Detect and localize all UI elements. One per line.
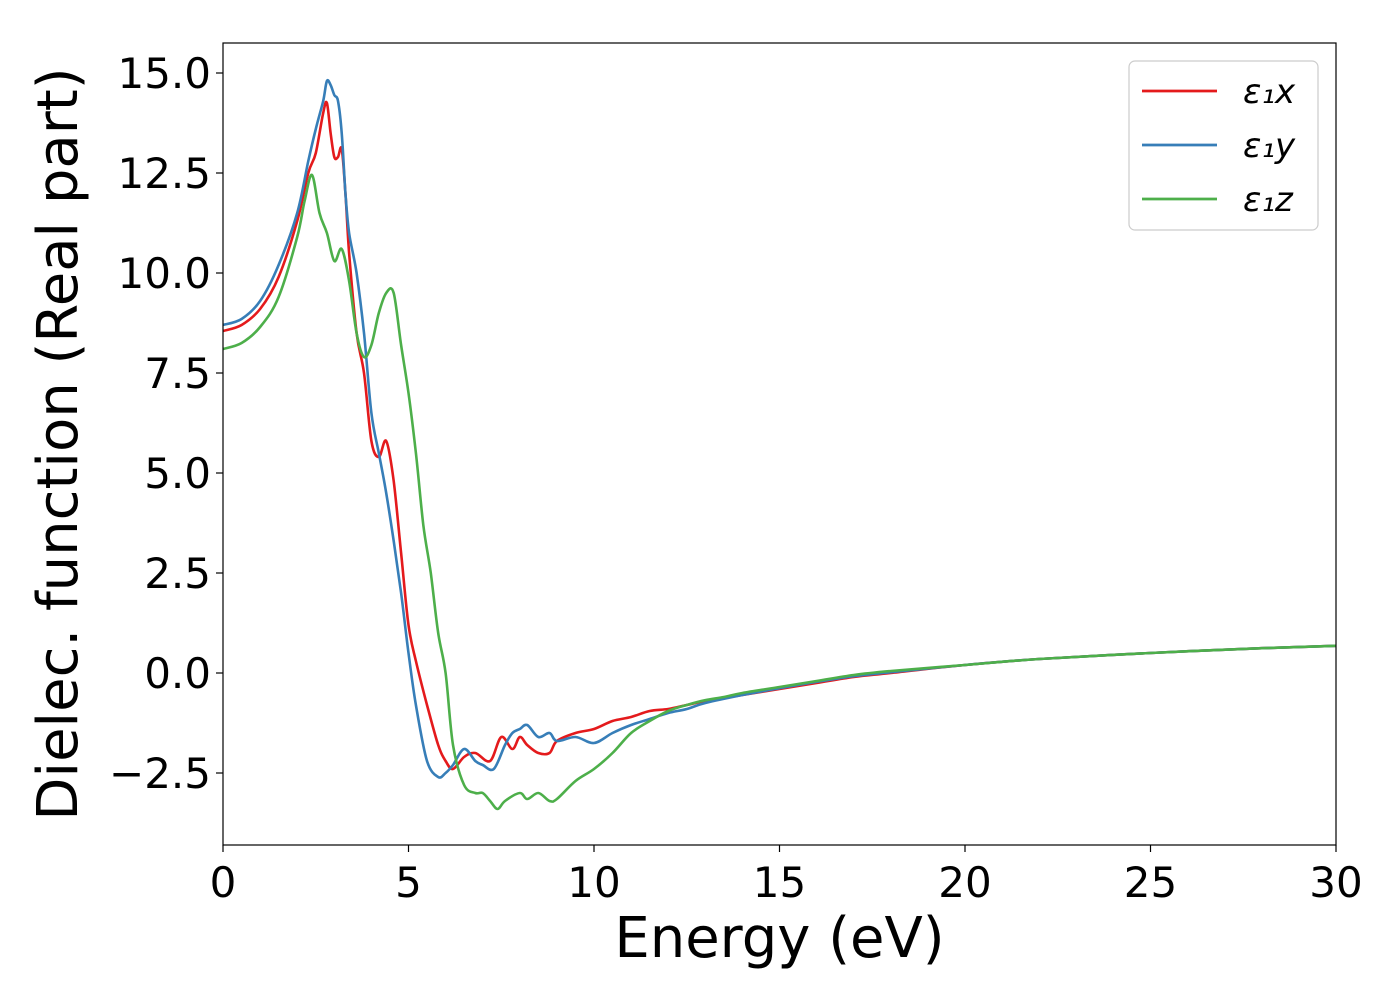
x-axis-title: Energy (eV) — [614, 906, 944, 971]
y-axis-title: Dielec. function (Real part) — [26, 67, 91, 820]
legend: ε₁x ε₁y ε₁z — [1128, 60, 1319, 231]
y-tick-label: 2.5 — [144, 549, 211, 598]
legend-label: ε₁x — [1243, 72, 1296, 112]
y-tick-label: −2.5 — [109, 749, 211, 798]
series-line-3 — [223, 173, 1336, 811]
legend-label: ε₁z — [1243, 180, 1294, 220]
legend-box — [1128, 60, 1319, 231]
y-tick-label: 12.5 — [117, 149, 211, 198]
y-tick-label: 5.0 — [144, 449, 211, 498]
y-tick-label: 15.0 — [117, 49, 211, 98]
y-axis: −2.5 0.0 2.5 5.0 7.5 10.0 12.5 15.0 — [109, 49, 223, 798]
series-layer — [223, 78, 1336, 811]
x-tick-label: 5 — [395, 858, 422, 907]
legend-label: ε₁y — [1243, 126, 1296, 166]
x-tick-label: 15 — [753, 858, 806, 907]
x-tick-label: 30 — [1309, 858, 1362, 907]
x-tick-label: 10 — [567, 858, 620, 907]
y-tick-label: 7.5 — [144, 349, 211, 398]
x-tick-label: 20 — [938, 858, 991, 907]
x-axis: 0 5 10 15 20 25 30 — [210, 845, 1363, 907]
y-tick-label: 0.0 — [144, 649, 211, 698]
x-tick-label: 0 — [210, 858, 237, 907]
series-line-2 — [223, 78, 1336, 779]
x-tick-label: 25 — [1124, 858, 1177, 907]
y-tick-label: 10.0 — [117, 249, 211, 298]
